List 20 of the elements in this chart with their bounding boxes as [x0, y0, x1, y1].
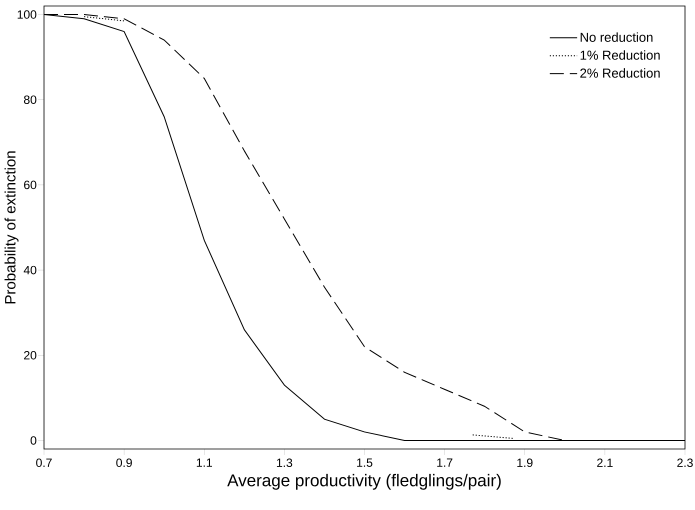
legend-label: 1% Reduction: [580, 50, 660, 60]
x-tick-label: 1.3: [276, 458, 292, 468]
x-tick-label: 1.9: [517, 458, 533, 468]
y-tick-label: 40: [24, 266, 36, 274]
legend-label: 2% Reduction: [580, 68, 660, 78]
legend-label: No reduction: [580, 32, 652, 42]
y-tick-label: 0: [30, 436, 36, 445]
x-tick-label: 2.3: [677, 458, 693, 468]
x-tick-label: 1.1: [196, 458, 212, 467]
y-tick-label: 20: [24, 351, 36, 360]
x-tick-label: 1.5: [357, 458, 372, 467]
y-tick-label: 60: [24, 180, 36, 190]
x-axis-title: Average productivity (fledglings/pair): [227, 474, 501, 490]
y-tick-label: 100: [18, 10, 36, 19]
x-tick-label: 2.1: [597, 458, 613, 467]
x-tick-label: 1.7: [437, 458, 452, 467]
x-tick-label: 0.7: [36, 458, 52, 468]
y-tick-label: 80: [24, 95, 36, 104]
y-axis-title: Probability of extinction: [4, 151, 19, 304]
x-tick-label: 0.9: [116, 458, 132, 468]
